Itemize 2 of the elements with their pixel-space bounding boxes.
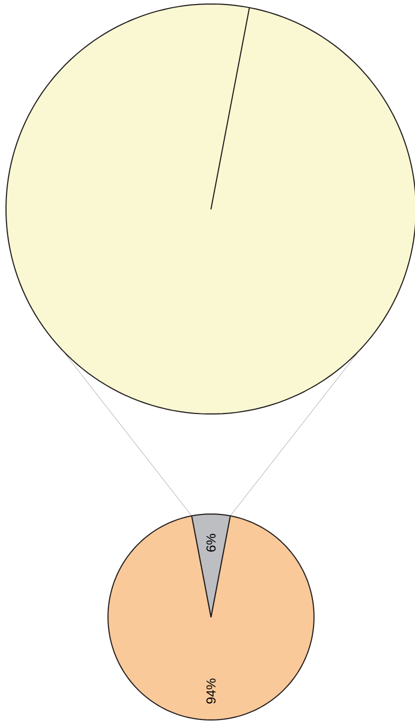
- data-label: 6%: [206, 534, 216, 552]
- data-label: 94%: [206, 678, 216, 704]
